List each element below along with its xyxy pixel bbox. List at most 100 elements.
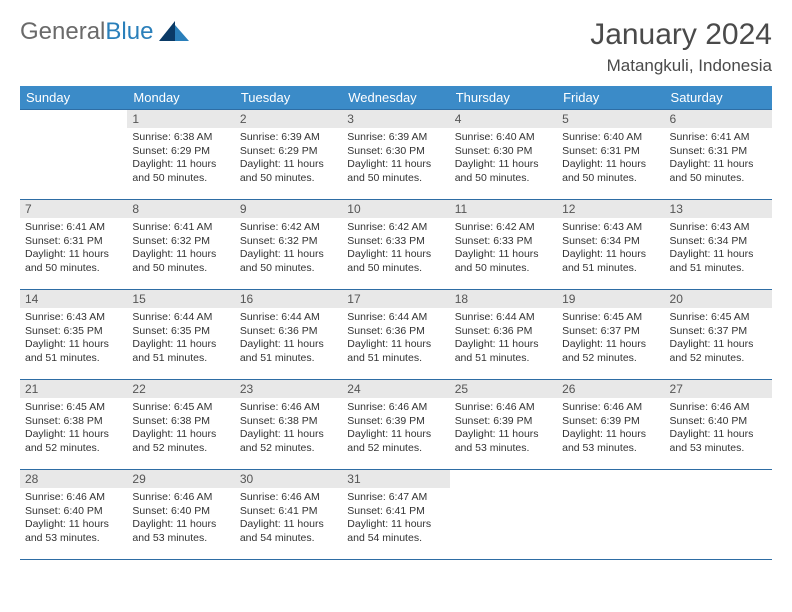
calendar-cell: 7Sunrise: 6:41 AMSunset: 6:31 PMDaylight… <box>20 200 127 290</box>
day-details: Sunrise: 6:38 AMSunset: 6:29 PMDaylight:… <box>127 128 234 190</box>
calendar-cell: 12Sunrise: 6:43 AMSunset: 6:34 PMDayligh… <box>557 200 664 290</box>
day-number: 2 <box>235 110 342 128</box>
day-number: 25 <box>450 380 557 398</box>
weekday-header: Thursday <box>450 86 557 110</box>
calendar-cell: .. <box>665 470 772 560</box>
month-title: January 2024 <box>590 18 772 52</box>
location-label: Matangkuli, Indonesia <box>590 56 772 76</box>
calendar-week-row: 21Sunrise: 6:45 AMSunset: 6:38 PMDayligh… <box>20 380 772 470</box>
day-details: Sunrise: 6:46 AMSunset: 6:39 PMDaylight:… <box>342 398 449 460</box>
sail-icon <box>157 19 191 45</box>
day-details: Sunrise: 6:42 AMSunset: 6:33 PMDaylight:… <box>450 218 557 280</box>
calendar-cell: 16Sunrise: 6:44 AMSunset: 6:36 PMDayligh… <box>235 290 342 380</box>
day-details: Sunrise: 6:44 AMSunset: 6:36 PMDaylight:… <box>342 308 449 370</box>
calendar-cell: 5Sunrise: 6:40 AMSunset: 6:31 PMDaylight… <box>557 110 664 200</box>
calendar-cell: 30Sunrise: 6:46 AMSunset: 6:41 PMDayligh… <box>235 470 342 560</box>
day-number: 1 <box>127 110 234 128</box>
calendar-cell: .. <box>20 110 127 200</box>
day-number: 29 <box>127 470 234 488</box>
calendar-cell: 8Sunrise: 6:41 AMSunset: 6:32 PMDaylight… <box>127 200 234 290</box>
day-details: Sunrise: 6:40 AMSunset: 6:30 PMDaylight:… <box>450 128 557 190</box>
calendar-cell: 18Sunrise: 6:44 AMSunset: 6:36 PMDayligh… <box>450 290 557 380</box>
calendar-week-row: ..1Sunrise: 6:38 AMSunset: 6:29 PMDaylig… <box>20 110 772 200</box>
day-number: 4 <box>450 110 557 128</box>
day-details: Sunrise: 6:41 AMSunset: 6:32 PMDaylight:… <box>127 218 234 280</box>
day-number: 30 <box>235 470 342 488</box>
day-details: Sunrise: 6:47 AMSunset: 6:41 PMDaylight:… <box>342 488 449 550</box>
calendar-cell: 13Sunrise: 6:43 AMSunset: 6:34 PMDayligh… <box>665 200 772 290</box>
day-details: Sunrise: 6:45 AMSunset: 6:37 PMDaylight:… <box>665 308 772 370</box>
calendar-cell: 11Sunrise: 6:42 AMSunset: 6:33 PMDayligh… <box>450 200 557 290</box>
calendar-cell: 3Sunrise: 6:39 AMSunset: 6:30 PMDaylight… <box>342 110 449 200</box>
day-details: Sunrise: 6:45 AMSunset: 6:37 PMDaylight:… <box>557 308 664 370</box>
weekday-header: Friday <box>557 86 664 110</box>
day-details: Sunrise: 6:45 AMSunset: 6:38 PMDaylight:… <box>127 398 234 460</box>
day-details: Sunrise: 6:39 AMSunset: 6:30 PMDaylight:… <box>342 128 449 190</box>
day-details: Sunrise: 6:42 AMSunset: 6:33 PMDaylight:… <box>342 218 449 280</box>
day-number: 13 <box>665 200 772 218</box>
day-number: 14 <box>20 290 127 308</box>
calendar-cell: 25Sunrise: 6:46 AMSunset: 6:39 PMDayligh… <box>450 380 557 470</box>
calendar-week-row: 7Sunrise: 6:41 AMSunset: 6:31 PMDaylight… <box>20 200 772 290</box>
weekday-header: Monday <box>127 86 234 110</box>
calendar-week-row: 28Sunrise: 6:46 AMSunset: 6:40 PMDayligh… <box>20 470 772 560</box>
brand-text: GeneralBlue <box>20 18 153 46</box>
day-number: 5 <box>557 110 664 128</box>
calendar-cell: 9Sunrise: 6:42 AMSunset: 6:32 PMDaylight… <box>235 200 342 290</box>
day-number: 10 <box>342 200 449 218</box>
day-number: 23 <box>235 380 342 398</box>
day-details: Sunrise: 6:42 AMSunset: 6:32 PMDaylight:… <box>235 218 342 280</box>
calendar-body: ..1Sunrise: 6:38 AMSunset: 6:29 PMDaylig… <box>20 110 772 560</box>
day-number: 27 <box>665 380 772 398</box>
calendar-cell: 28Sunrise: 6:46 AMSunset: 6:40 PMDayligh… <box>20 470 127 560</box>
day-details: Sunrise: 6:46 AMSunset: 6:40 PMDaylight:… <box>665 398 772 460</box>
title-block: January 2024 Matangkuli, Indonesia <box>590 18 772 76</box>
day-details: Sunrise: 6:46 AMSunset: 6:40 PMDaylight:… <box>127 488 234 550</box>
day-number: 22 <box>127 380 234 398</box>
day-details: Sunrise: 6:41 AMSunset: 6:31 PMDaylight:… <box>665 128 772 190</box>
header: GeneralBlue January 2024 Matangkuli, Ind… <box>20 18 772 76</box>
day-number: 21 <box>20 380 127 398</box>
day-number: 28 <box>20 470 127 488</box>
calendar-table: SundayMondayTuesdayWednesdayThursdayFrid… <box>20 86 772 560</box>
calendar-cell: 27Sunrise: 6:46 AMSunset: 6:40 PMDayligh… <box>665 380 772 470</box>
brand-logo: GeneralBlue <box>20 18 191 46</box>
weekday-header: Saturday <box>665 86 772 110</box>
day-number: 3 <box>342 110 449 128</box>
day-details: Sunrise: 6:46 AMSunset: 6:40 PMDaylight:… <box>20 488 127 550</box>
day-number: 6 <box>665 110 772 128</box>
day-number: 15 <box>127 290 234 308</box>
calendar-cell: 29Sunrise: 6:46 AMSunset: 6:40 PMDayligh… <box>127 470 234 560</box>
calendar-header-row: SundayMondayTuesdayWednesdayThursdayFrid… <box>20 86 772 110</box>
day-number: 12 <box>557 200 664 218</box>
calendar-cell: 31Sunrise: 6:47 AMSunset: 6:41 PMDayligh… <box>342 470 449 560</box>
calendar-cell: 10Sunrise: 6:42 AMSunset: 6:33 PMDayligh… <box>342 200 449 290</box>
day-details: Sunrise: 6:45 AMSunset: 6:38 PMDaylight:… <box>20 398 127 460</box>
day-number: 9 <box>235 200 342 218</box>
day-number: 26 <box>557 380 664 398</box>
day-details: Sunrise: 6:43 AMSunset: 6:34 PMDaylight:… <box>665 218 772 280</box>
day-number: 31 <box>342 470 449 488</box>
day-number: 8 <box>127 200 234 218</box>
day-details: Sunrise: 6:44 AMSunset: 6:36 PMDaylight:… <box>235 308 342 370</box>
calendar-cell: .. <box>450 470 557 560</box>
calendar-cell: 15Sunrise: 6:44 AMSunset: 6:35 PMDayligh… <box>127 290 234 380</box>
weekday-header: Wednesday <box>342 86 449 110</box>
day-details: Sunrise: 6:46 AMSunset: 6:41 PMDaylight:… <box>235 488 342 550</box>
day-number: 11 <box>450 200 557 218</box>
day-details: Sunrise: 6:44 AMSunset: 6:36 PMDaylight:… <box>450 308 557 370</box>
day-number: 7 <box>20 200 127 218</box>
calendar-cell: 1Sunrise: 6:38 AMSunset: 6:29 PMDaylight… <box>127 110 234 200</box>
calendar-cell: 14Sunrise: 6:43 AMSunset: 6:35 PMDayligh… <box>20 290 127 380</box>
calendar-cell: 24Sunrise: 6:46 AMSunset: 6:39 PMDayligh… <box>342 380 449 470</box>
day-details: Sunrise: 6:43 AMSunset: 6:35 PMDaylight:… <box>20 308 127 370</box>
calendar-cell: 22Sunrise: 6:45 AMSunset: 6:38 PMDayligh… <box>127 380 234 470</box>
day-details: Sunrise: 6:41 AMSunset: 6:31 PMDaylight:… <box>20 218 127 280</box>
day-number: 20 <box>665 290 772 308</box>
day-details: Sunrise: 6:46 AMSunset: 6:39 PMDaylight:… <box>450 398 557 460</box>
calendar-cell: 21Sunrise: 6:45 AMSunset: 6:38 PMDayligh… <box>20 380 127 470</box>
day-details: Sunrise: 6:46 AMSunset: 6:39 PMDaylight:… <box>557 398 664 460</box>
day-number: 19 <box>557 290 664 308</box>
brand-text-blue: Blue <box>105 18 153 45</box>
calendar-cell: 6Sunrise: 6:41 AMSunset: 6:31 PMDaylight… <box>665 110 772 200</box>
